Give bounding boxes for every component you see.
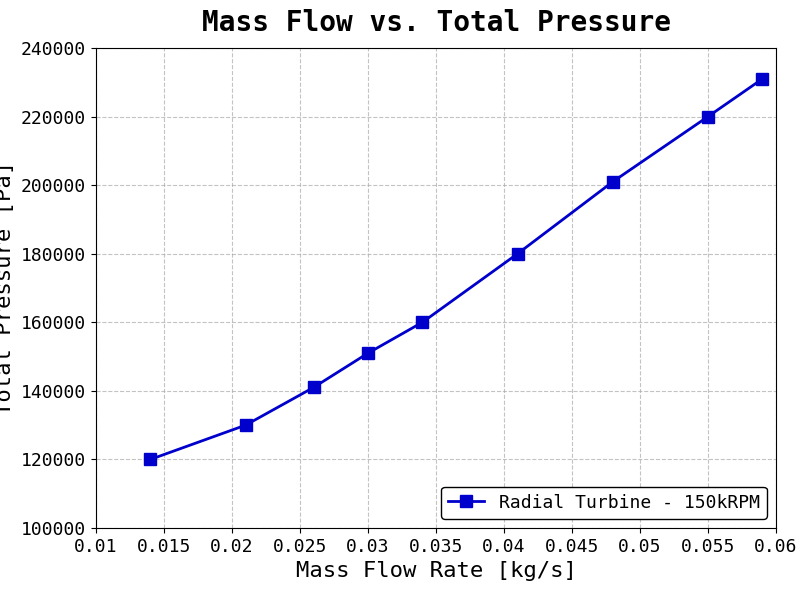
Radial Turbine - 150kRPM <box>418 319 427 326</box>
Radial Turbine - 150kRPM <box>513 250 522 257</box>
Radial Turbine - 150kRPM <box>146 456 155 463</box>
Radial Turbine - 150kRPM <box>608 178 618 185</box>
X-axis label: Mass Flow Rate [kg/s]: Mass Flow Rate [kg/s] <box>295 561 577 581</box>
Title: Mass Flow vs. Total Pressure: Mass Flow vs. Total Pressure <box>202 10 670 37</box>
Radial Turbine - 150kRPM <box>309 384 318 391</box>
Line: Radial Turbine - 150kRPM: Radial Turbine - 150kRPM <box>144 73 769 466</box>
Y-axis label: Total Pressure [Pa]: Total Pressure [Pa] <box>0 161 15 415</box>
Radial Turbine - 150kRPM <box>758 75 767 82</box>
Radial Turbine - 150kRPM <box>703 113 713 120</box>
Legend: Radial Turbine - 150kRPM: Radial Turbine - 150kRPM <box>441 487 767 519</box>
Radial Turbine - 150kRPM <box>363 350 373 357</box>
Radial Turbine - 150kRPM <box>241 422 250 429</box>
